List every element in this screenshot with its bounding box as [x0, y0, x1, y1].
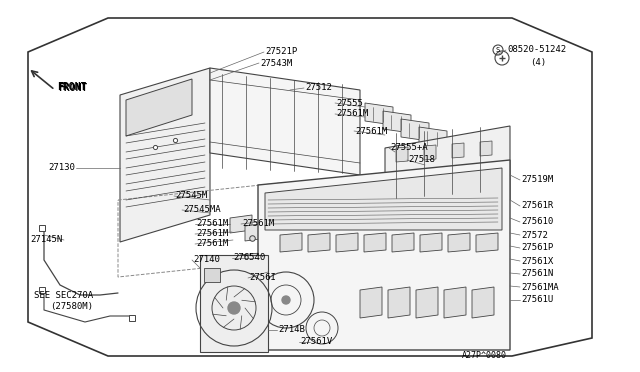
Text: 27561N: 27561N [521, 269, 553, 279]
Polygon shape [210, 68, 360, 175]
Text: (27580M): (27580M) [50, 302, 93, 311]
Polygon shape [383, 111, 411, 133]
Polygon shape [336, 233, 358, 252]
Circle shape [228, 302, 240, 314]
Polygon shape [424, 145, 436, 160]
Text: 27145N: 27145N [30, 235, 62, 244]
Text: 27521P: 27521P [265, 48, 297, 57]
Text: 27518: 27518 [408, 155, 435, 164]
Text: FRONT: FRONT [58, 83, 88, 93]
Text: 27543M: 27543M [260, 58, 292, 67]
Text: (4): (4) [530, 58, 546, 67]
Text: 276540: 276540 [233, 253, 265, 263]
Polygon shape [444, 287, 466, 318]
Polygon shape [200, 255, 268, 352]
Polygon shape [476, 233, 498, 252]
Text: SEE SEC270A: SEE SEC270A [34, 291, 93, 299]
Text: 2756I: 2756I [249, 273, 276, 282]
Polygon shape [396, 147, 408, 162]
Polygon shape [240, 250, 290, 277]
Polygon shape [365, 103, 393, 125]
Text: 08520-51242: 08520-51242 [507, 45, 566, 55]
Text: S: S [496, 47, 500, 53]
Text: 27561M: 27561M [196, 219, 228, 228]
Polygon shape [308, 233, 330, 252]
Polygon shape [360, 287, 382, 318]
Polygon shape [280, 233, 302, 252]
Polygon shape [388, 287, 410, 318]
Polygon shape [419, 127, 447, 149]
Polygon shape [265, 168, 502, 230]
Polygon shape [230, 215, 252, 233]
Text: 27561M: 27561M [336, 109, 368, 119]
Polygon shape [245, 223, 267, 241]
Text: 27519M: 27519M [521, 176, 553, 185]
Text: 27545M: 27545M [175, 192, 207, 201]
Polygon shape [472, 287, 494, 318]
Text: 2714B: 2714B [278, 326, 305, 334]
Polygon shape [364, 233, 386, 252]
Text: 27561P: 27561P [521, 244, 553, 253]
Text: 27561U: 27561U [521, 295, 553, 305]
Text: FRONT: FRONT [57, 82, 86, 92]
Polygon shape [420, 233, 442, 252]
Polygon shape [416, 287, 438, 318]
Text: 27555+A: 27555+A [390, 144, 428, 153]
Polygon shape [480, 141, 492, 156]
Text: 27572: 27572 [521, 231, 548, 240]
Polygon shape [448, 233, 470, 252]
Text: 27561M: 27561M [196, 230, 228, 238]
Text: 27140: 27140 [193, 256, 220, 264]
Text: 275610: 275610 [521, 218, 553, 227]
Text: 27561R: 27561R [521, 202, 553, 211]
Text: 27561M: 27561M [196, 240, 228, 248]
Text: 27561M: 27561M [355, 126, 387, 135]
Polygon shape [204, 268, 220, 282]
Circle shape [282, 296, 290, 304]
Text: A27P^0080: A27P^0080 [462, 350, 507, 359]
Text: 27561X: 27561X [521, 257, 553, 266]
Polygon shape [452, 143, 464, 158]
Polygon shape [392, 233, 414, 252]
Polygon shape [385, 126, 510, 222]
Text: 27545MA: 27545MA [183, 205, 221, 215]
Polygon shape [120, 68, 210, 242]
Polygon shape [258, 160, 510, 350]
Text: 27561V: 27561V [300, 337, 332, 346]
Polygon shape [126, 79, 192, 136]
Text: 27561M: 27561M [242, 219, 275, 228]
Text: 27561MA: 27561MA [521, 282, 559, 292]
Polygon shape [260, 231, 282, 249]
Polygon shape [401, 119, 429, 141]
Text: 27512: 27512 [305, 83, 332, 93]
Text: 27130: 27130 [48, 164, 75, 173]
Text: 27555: 27555 [336, 99, 363, 108]
